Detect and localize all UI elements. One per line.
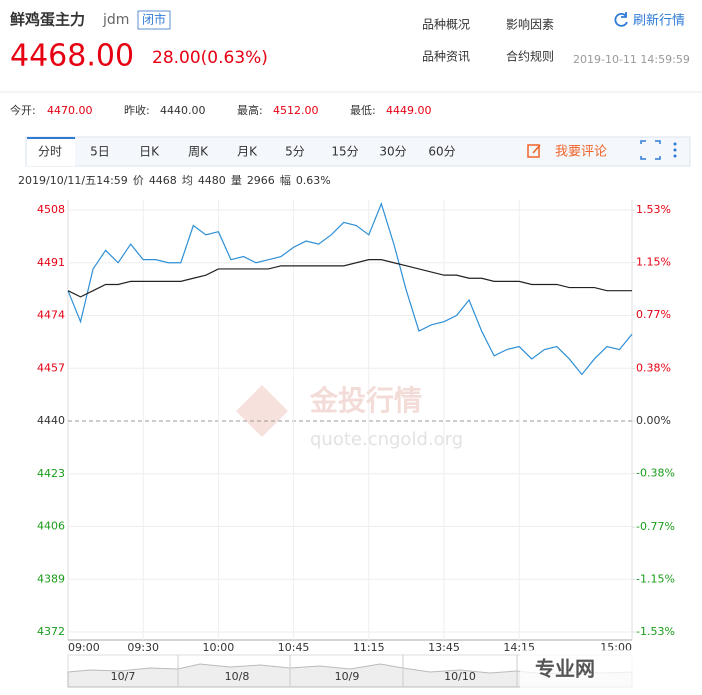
y-tick-label: 4423 xyxy=(37,467,65,480)
fullscreen-icon[interactable] xyxy=(640,140,661,160)
y2-tick-label: -1.15% xyxy=(636,573,675,586)
comment-icon[interactable] xyxy=(527,144,541,158)
tab[interactable]: 周K xyxy=(188,145,209,159)
y-tick-label: 4508 xyxy=(37,203,65,216)
stat-value: 4449.00 xyxy=(386,104,432,117)
comment-button[interactable]: 我要评论 xyxy=(555,145,607,160)
navigator-dividers xyxy=(177,655,518,687)
y2-tick-label: -0.38% xyxy=(636,466,675,479)
y2-tick-label: -1.53% xyxy=(636,625,675,638)
y-tick-label: 4406 xyxy=(37,520,65,533)
overlay-bg xyxy=(520,650,640,690)
y-tick-label: 4440 xyxy=(37,414,65,427)
stat-label: 今开: xyxy=(10,103,36,117)
stat-value: 4440.00 xyxy=(160,104,206,117)
info-text: 2966 xyxy=(247,174,275,187)
info-link[interactable]: 影响因素 xyxy=(506,17,554,32)
code: jdm xyxy=(102,12,129,28)
y2-tick-label: 1.53% xyxy=(636,203,671,216)
watermark-logo xyxy=(236,385,288,437)
y-tick-label: 4372 xyxy=(37,625,65,638)
stat-value: 4512.00 xyxy=(273,104,319,117)
navigator-label: 10/8 xyxy=(225,670,250,683)
info-text: 4480 xyxy=(198,174,226,187)
y-tick-label: 4457 xyxy=(37,361,65,374)
x-tick-label: 09:00 xyxy=(68,641,100,654)
stat-value: 4470.00 xyxy=(47,104,93,117)
x-tick-label: 09:30 xyxy=(127,641,159,654)
x-tick-label: 10:00 xyxy=(203,641,235,654)
y2-tick-label: 0.00% xyxy=(636,414,671,427)
stat-label: 昨收: xyxy=(124,103,150,117)
stat-label: 最高: xyxy=(237,103,263,117)
navigator-label: 10/10 xyxy=(444,670,476,683)
info-text: 2019/10/11/五14:59 xyxy=(18,174,128,187)
timestamp: 2019-10-11 14:59:59 xyxy=(573,53,690,66)
x-tick-label: 10:45 xyxy=(278,641,310,654)
navigator-label: 10/7 xyxy=(111,670,136,683)
status: 闭市 xyxy=(142,12,166,27)
info-link[interactable]: 合约规则 xyxy=(506,49,554,64)
tab[interactable]: 5日 xyxy=(90,145,110,159)
refresh-icon[interactable] xyxy=(614,12,628,27)
watermark-site: quote.cngold.org xyxy=(310,429,463,450)
y-tick-label: 4474 xyxy=(37,309,65,322)
info-text: 0.63% xyxy=(296,174,331,187)
info-link[interactable]: 品种资讯 xyxy=(422,50,470,64)
watermark-brand: 金投行情 xyxy=(309,384,422,417)
more-icon[interactable] xyxy=(673,142,677,158)
price: 4468.00 xyxy=(10,39,134,74)
change: 28.00(0.63%) xyxy=(152,48,268,68)
tab[interactable]: 30分 xyxy=(379,145,406,159)
info-text: 4468 xyxy=(149,174,177,187)
series-line xyxy=(67,202,633,376)
tab[interactable]: 月K xyxy=(237,145,258,159)
tab[interactable]: 15分 xyxy=(331,145,358,159)
y2-tick-label: 1.15% xyxy=(636,255,671,268)
info-text: 幅 xyxy=(280,174,291,187)
tab[interactable]: 日K xyxy=(139,145,160,159)
refresh[interactable]: 刷新行情 xyxy=(633,13,685,29)
y-tick-label: 4389 xyxy=(37,572,65,585)
stat-label: 最低: xyxy=(350,104,376,117)
x-tick-label: 11:15 xyxy=(353,641,385,654)
info-text: 均 xyxy=(182,174,193,187)
series-line xyxy=(67,259,632,298)
y2-tick-label: 0.77% xyxy=(636,308,671,321)
active-tab xyxy=(27,138,75,166)
status-badge xyxy=(137,10,171,30)
info-text: 量 xyxy=(231,174,242,187)
title: 鲜鸡蛋主力 xyxy=(10,11,85,29)
watermark-overlay: 专业网 xyxy=(535,657,595,681)
info-link[interactable]: 品种概况 xyxy=(422,18,470,32)
x-tick-label: 13:45 xyxy=(428,641,460,654)
info-text: 价 xyxy=(133,174,144,187)
y2-tick-label: 0.38% xyxy=(636,362,671,375)
y-tick-label: 4491 xyxy=(37,256,65,269)
navigator-label: 10/9 xyxy=(335,670,360,683)
tab-bar xyxy=(25,136,691,167)
tab[interactable]: 分时 xyxy=(38,145,62,159)
tab[interactable]: 5分 xyxy=(285,145,305,159)
y2-tick-label: -0.77% xyxy=(636,520,675,533)
tab[interactable]: 60分 xyxy=(428,145,455,159)
